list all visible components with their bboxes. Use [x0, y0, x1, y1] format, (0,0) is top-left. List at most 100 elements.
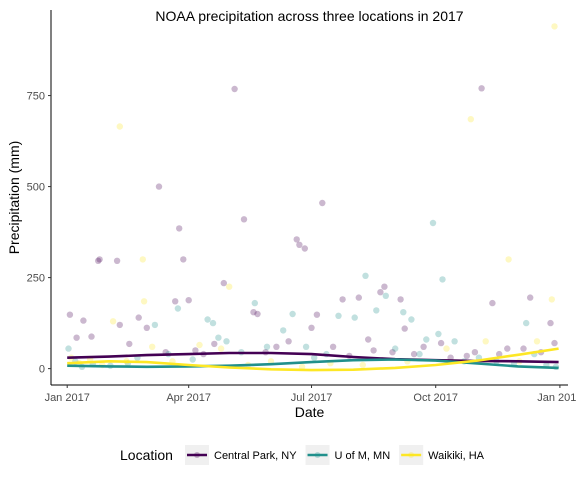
legend-label-central-park-ny: Central Park, NY — [214, 450, 297, 462]
point-waikiki-ha-7 — [139, 256, 146, 263]
point-waikiki-ha-21 — [467, 116, 474, 123]
point-u-of-m-mn-0 — [65, 345, 72, 352]
legend-label-u-of-m-mn: U of M, MN — [335, 450, 391, 462]
point-waikiki-ha-8 — [140, 298, 148, 305]
y-tick-label-3: 750 — [27, 91, 45, 103]
point-central-park-ny-13 — [172, 298, 179, 305]
x-tick-label-0: Jan 2017 — [45, 392, 90, 404]
point-central-park-ny-3 — [88, 333, 95, 340]
point-u-of-m-mn-24 — [351, 314, 358, 321]
legend-title: Location — [120, 447, 173, 463]
point-waikiki-ha-12 — [217, 345, 225, 352]
point-central-park-ny-49 — [463, 352, 470, 360]
point-central-park-ny-50 — [471, 349, 479, 356]
point-central-park-ny-34 — [329, 343, 337, 350]
y-tick-label-1: 250 — [27, 273, 45, 285]
legend-key-point-central-park-ny — [194, 452, 200, 458]
point-central-park-ny-5 — [96, 256, 103, 263]
point-central-park-ny-29 — [296, 241, 303, 248]
point-central-park-ny-19 — [211, 340, 218, 348]
point-central-park-ny-30 — [301, 245, 308, 252]
point-central-park-ny-22 — [240, 216, 248, 223]
point-central-park-ny-27 — [285, 338, 292, 345]
point-central-park-ny-51 — [478, 85, 485, 92]
point-u-of-m-mn-11 — [204, 316, 211, 323]
point-central-park-ny-7 — [116, 321, 124, 329]
legend-key-point-waikiki-ha — [408, 452, 415, 458]
point-central-park-ny-6 — [113, 257, 121, 264]
chart-title: NOAA precipitation across three location… — [155, 8, 463, 24]
point-waikiki-ha-22 — [482, 338, 489, 345]
point-central-park-ny-24 — [254, 310, 261, 318]
point-u-of-m-mn-32 — [423, 336, 430, 343]
point-central-park-ny-58 — [547, 319, 554, 327]
x-ticks: Jan 2017 Apr 2017 Jul 2017 Oct 2017 Jan 2018 — [45, 385, 576, 404]
point-central-park-ny-2 — [80, 317, 87, 324]
point-u-of-m-mn-10 — [189, 356, 196, 363]
point-u-of-m-mn-20 — [302, 343, 310, 350]
point-waikiki-ha-23 — [505, 256, 512, 263]
point-waikiki-ha-11 — [196, 341, 203, 349]
y-tick-label-2: 500 — [27, 182, 45, 194]
point-u-of-m-mn-29 — [400, 309, 407, 316]
point-central-park-ny-59 — [551, 339, 558, 347]
point-u-of-m-mn-41 — [523, 319, 530, 327]
point-u-of-m-mn-23 — [335, 312, 342, 319]
point-u-of-m-mn-17 — [263, 343, 271, 350]
point-u-of-m-mn-13 — [215, 334, 222, 341]
point-central-park-ny-39 — [370, 347, 377, 354]
point-central-park-ny-56 — [527, 294, 534, 301]
x-axis-title: Date — [295, 404, 325, 420]
point-central-park-ny-45 — [410, 350, 418, 358]
point-central-park-ny-20 — [220, 279, 227, 287]
point-central-park-ny-26 — [273, 343, 280, 350]
point-u-of-m-mn-25 — [362, 272, 369, 279]
point-central-park-ny-21 — [231, 85, 238, 93]
point-central-park-ny-54 — [504, 345, 511, 352]
point-waikiki-ha-20 — [443, 345, 450, 352]
point-central-park-ny-28 — [293, 236, 300, 243]
point-u-of-m-mn-33 — [429, 219, 437, 227]
smooth-line-u-of-m-mn — [67, 358, 559, 370]
point-waikiki-ha-9 — [149, 343, 156, 350]
point-u-of-m-mn-30 — [408, 316, 415, 323]
point-u-of-m-mn-26 — [373, 307, 380, 314]
y-tick-label-0: 0 — [39, 364, 45, 376]
point-central-park-ny-42 — [389, 349, 396, 356]
point-central-park-ny-14 — [176, 225, 183, 232]
point-u-of-m-mn-31 — [416, 350, 423, 358]
point-central-park-ny-37 — [355, 294, 362, 301]
point-central-park-ny-44 — [401, 325, 408, 332]
points-layer — [65, 23, 560, 370]
point-u-of-m-mn-36 — [451, 338, 458, 345]
point-u-of-m-mn-14 — [223, 338, 230, 345]
point-central-park-ny-38 — [365, 336, 372, 343]
point-u-of-m-mn-7 — [151, 321, 159, 329]
point-central-park-ny-41 — [381, 283, 388, 290]
point-u-of-m-mn-21 — [311, 354, 318, 361]
point-waikiki-ha-27 — [551, 23, 558, 30]
point-central-park-ny-46 — [420, 343, 427, 350]
point-central-park-ny-35 — [339, 296, 346, 303]
point-waikiki-ha-5 — [116, 123, 124, 130]
point-central-park-ny-17 — [192, 347, 199, 354]
point-u-of-m-mn-19 — [289, 310, 296, 318]
x-tick-label-3: Oct 2017 — [413, 392, 458, 404]
smooth-line-waikiki-ha — [67, 347, 559, 372]
point-central-park-ny-47 — [437, 339, 445, 347]
point-waikiki-ha-18 — [359, 361, 366, 369]
y-axis-title: Precipitation (mm) — [6, 141, 22, 255]
point-waikiki-ha-13 — [226, 283, 233, 290]
point-central-park-ny-9 — [135, 314, 142, 321]
point-waikiki-ha-4 — [109, 318, 117, 325]
point-central-park-ny-40 — [377, 289, 384, 296]
smooth-layer — [67, 347, 559, 372]
point-central-park-ny-32 — [313, 311, 321, 318]
point-central-park-ny-4 — [95, 257, 102, 264]
point-central-park-ny-43 — [397, 296, 404, 303]
point-central-park-ny-31 — [308, 324, 315, 331]
point-central-park-ny-23 — [250, 309, 257, 316]
point-central-park-ny-53 — [496, 350, 503, 358]
point-central-park-ny-11 — [155, 183, 163, 190]
